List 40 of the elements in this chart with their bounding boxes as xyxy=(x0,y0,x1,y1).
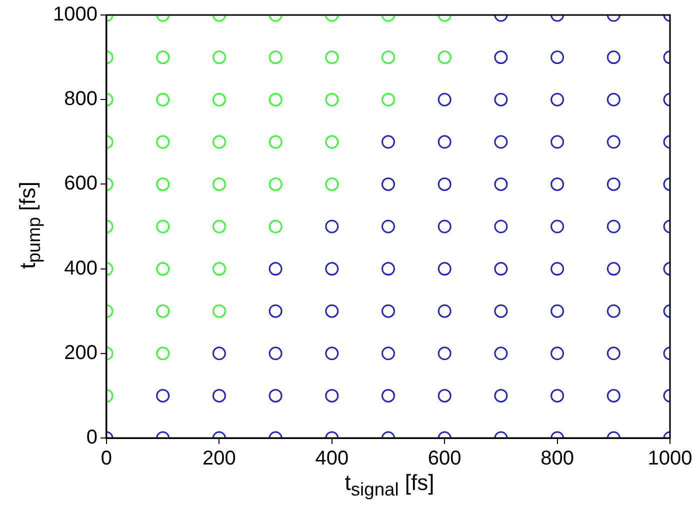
x-tick-label: 1000 xyxy=(648,448,692,470)
point xyxy=(212,220,226,234)
y-tick-label: 800 xyxy=(64,88,98,110)
point xyxy=(268,92,282,106)
point xyxy=(438,50,452,64)
point xyxy=(156,346,170,360)
point xyxy=(381,92,395,106)
point xyxy=(325,177,339,191)
point xyxy=(156,220,170,234)
point xyxy=(212,50,226,64)
point xyxy=(212,304,226,318)
point xyxy=(325,50,339,64)
point xyxy=(156,50,170,64)
point xyxy=(212,92,226,106)
point xyxy=(268,50,282,64)
y-tick-label: 600 xyxy=(64,172,98,195)
point xyxy=(156,92,170,106)
point xyxy=(156,135,170,149)
point xyxy=(325,135,339,149)
y-tick-label: 200 xyxy=(64,342,98,364)
point xyxy=(325,92,339,106)
y-tick-label: 1000 xyxy=(52,4,98,26)
x-tick-label: 400 xyxy=(315,448,349,470)
point xyxy=(212,262,226,276)
point xyxy=(268,177,282,191)
point xyxy=(212,177,226,191)
point xyxy=(156,304,170,318)
x-tick-label: 200 xyxy=(202,448,236,470)
point xyxy=(268,220,282,234)
point xyxy=(381,50,395,64)
y-tick-label: 0 xyxy=(86,426,98,449)
x-axis-title: t$_{signal}$ [fs] xyxy=(344,470,436,500)
point xyxy=(156,177,170,191)
y-tick-label: 400 xyxy=(64,257,98,280)
x-tick-label: 0 xyxy=(100,448,112,470)
point xyxy=(156,262,170,276)
x-tick-label: 600 xyxy=(428,448,462,470)
point xyxy=(268,135,282,149)
point xyxy=(212,135,226,149)
x-tick-label: 800 xyxy=(540,448,574,470)
